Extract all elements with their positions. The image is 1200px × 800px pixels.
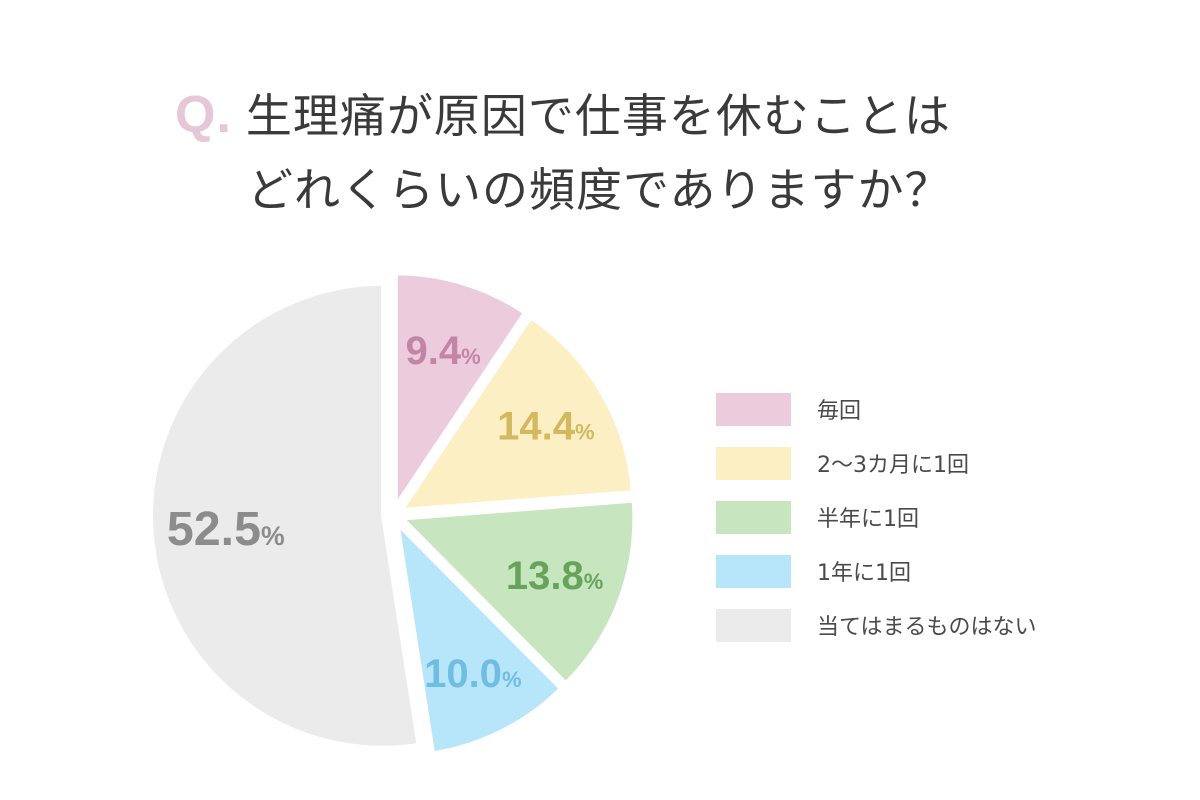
slice-value: 14.4 [497, 405, 576, 449]
legend-item-2-3-months: 2〜3カ月に1回 [716, 446, 1037, 480]
legend-swatch [716, 500, 791, 534]
legend-item-mikai: 毎回 [716, 392, 1037, 426]
legend-item-none: 当てはまるものはない [716, 608, 1037, 642]
title-line-1: Q. 生理痛が原因で仕事を休むことは [175, 78, 1035, 153]
slice-value: 9.4 [406, 329, 462, 373]
legend-swatch [716, 392, 791, 426]
legend-label: 毎回 [817, 399, 862, 424]
pie-slice [393, 271, 528, 513]
slice-unit: % [584, 569, 604, 594]
legend-item-yearly: 1年に1回 [716, 554, 1037, 588]
pie-slice [149, 281, 421, 750]
slice-value-label: 13.8% [506, 554, 603, 598]
chart-title: Q. 生理痛が原因で仕事を休むことは どれくらいの頻度でありますか？ [175, 78, 1035, 227]
legend-swatch [716, 608, 791, 642]
pie-slice [394, 518, 564, 756]
slice-value-label: 10.0% [424, 652, 521, 696]
slice-unit: % [461, 344, 481, 369]
slice-value: 10.0 [424, 652, 502, 696]
legend-label: 当てはまるものはない [817, 615, 1037, 640]
legend-swatch [716, 554, 791, 588]
legend-label: 1年に1回 [817, 561, 911, 586]
legend-label: 2〜3カ月に1回 [817, 453, 969, 478]
legend-item-half-year: 半年に1回 [716, 500, 1037, 534]
slice-value: 52.5 [167, 502, 261, 556]
question-mark-prefix: Q. [175, 86, 232, 144]
pie-slice [397, 498, 637, 687]
legend: 毎回 2〜3カ月に1回 半年に1回 1年に1回 当てはまるものはない [716, 392, 1037, 662]
pie-slice [397, 314, 636, 513]
slice-unit: % [502, 667, 522, 692]
slice-unit: % [575, 420, 595, 445]
legend-label: 半年に1回 [817, 507, 919, 532]
legend-swatch [716, 446, 791, 480]
slice-unit: % [261, 521, 285, 551]
slice-value-label: 52.5% [167, 502, 285, 556]
title-text-1: 生理痛が原因で仕事を休むことは [245, 89, 951, 143]
title-text-2: どれくらいの頻度でありますか？ [247, 163, 952, 217]
slice-value: 13.8 [506, 554, 584, 598]
slice-value-label: 14.4% [497, 405, 594, 449]
title-line-2: どれくらいの頻度でありますか？ [175, 153, 1035, 227]
slice-value-label: 9.4% [406, 329, 481, 373]
